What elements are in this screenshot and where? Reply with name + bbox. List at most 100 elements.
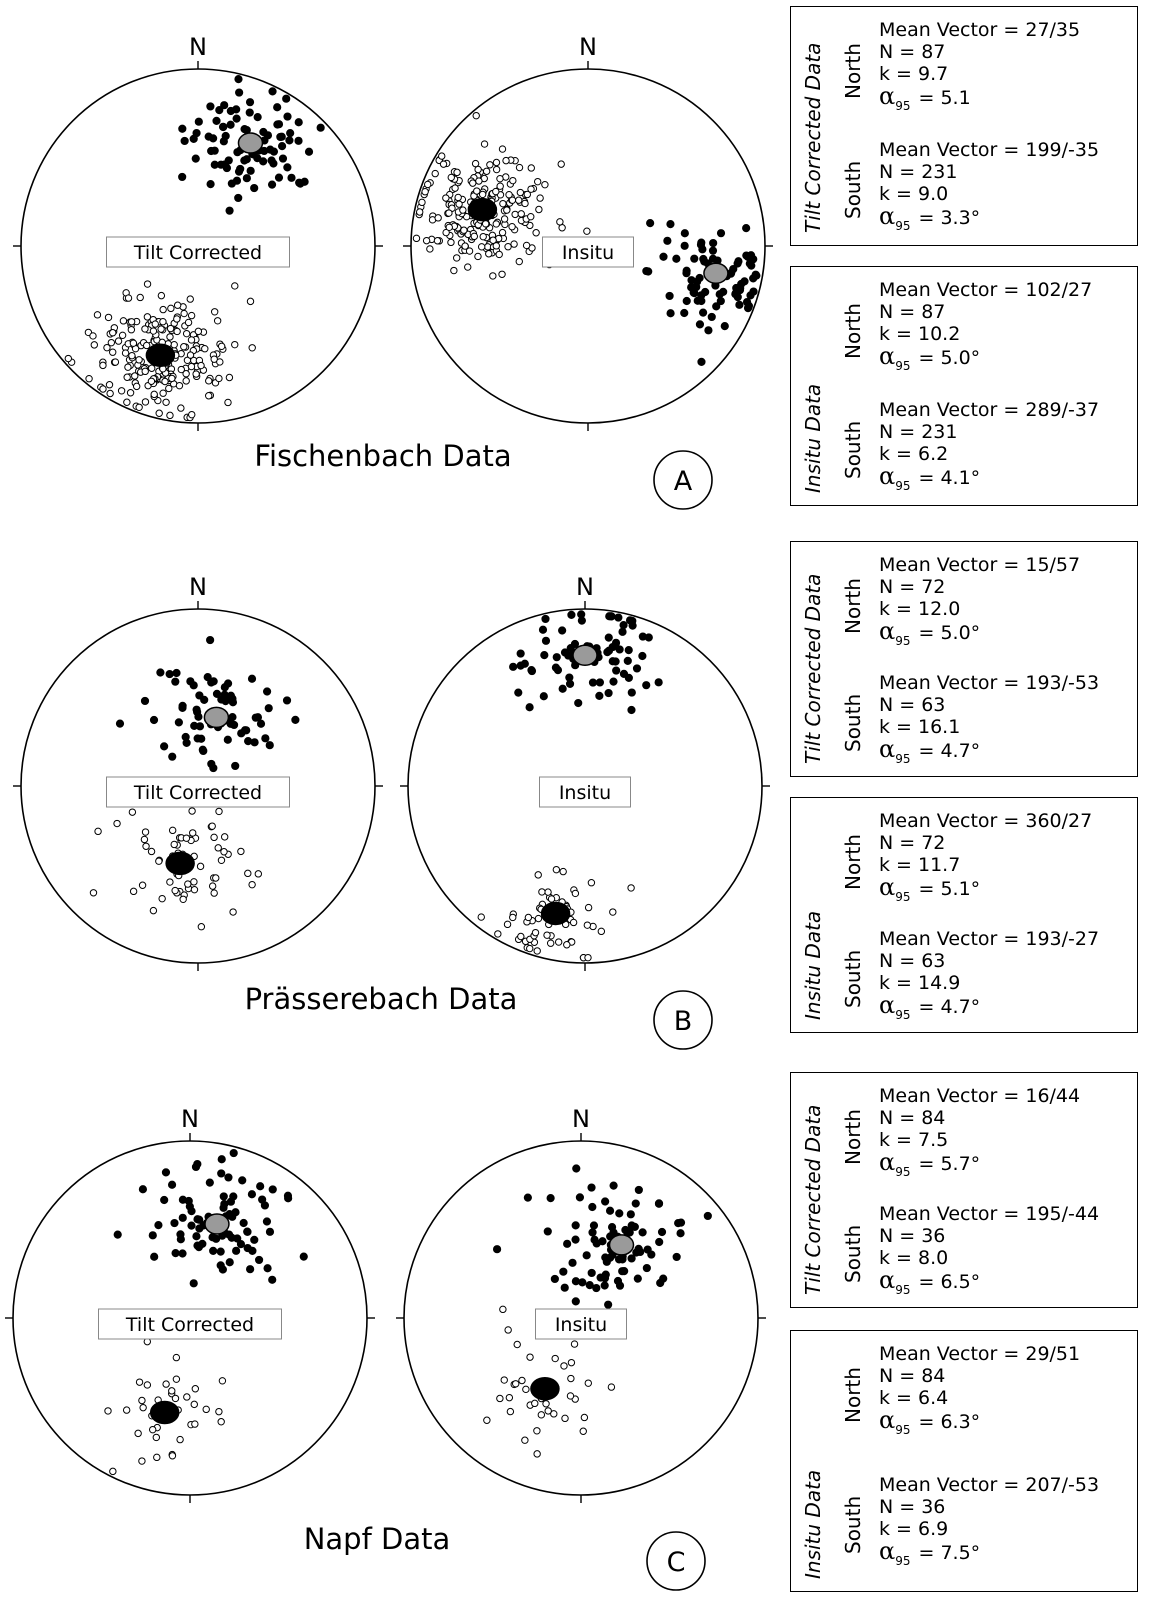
stat-mean: Mean Vector = 29/51 bbox=[879, 1343, 1081, 1365]
data-point-open bbox=[536, 194, 544, 202]
data-point-open bbox=[492, 220, 500, 228]
data-point-filled bbox=[209, 134, 218, 143]
mean-ellipse-south bbox=[467, 197, 498, 222]
data-point-open bbox=[477, 243, 486, 251]
data-point-open bbox=[499, 199, 507, 208]
data-point-filled bbox=[191, 1162, 201, 1172]
data-point-filled bbox=[516, 649, 525, 658]
data-point-open bbox=[518, 1376, 526, 1385]
data-point-open bbox=[503, 920, 512, 929]
data-point-open bbox=[182, 377, 190, 385]
data-point-open bbox=[422, 236, 431, 245]
data-point-open bbox=[517, 210, 525, 218]
data-point-open bbox=[94, 827, 102, 836]
stat-box-title: Insitu Data bbox=[801, 1469, 825, 1579]
data-point-filled bbox=[595, 678, 604, 687]
data-point-filled bbox=[560, 1283, 569, 1292]
data-point-filled bbox=[115, 719, 125, 728]
data-point-filled bbox=[296, 179, 305, 188]
stat-mean: Mean Vector = 102/27 bbox=[879, 279, 1093, 301]
data-point-filled bbox=[206, 102, 215, 111]
data-point-filled bbox=[209, 1246, 218, 1255]
data-point-filled bbox=[178, 124, 187, 133]
data-point-filled bbox=[226, 120, 235, 129]
data-point-open bbox=[523, 190, 531, 199]
data-point-open bbox=[215, 807, 223, 816]
data-point-filled bbox=[242, 174, 251, 183]
stereonet-a-insitu: N Insitu bbox=[403, 33, 773, 431]
data-point-filled bbox=[161, 1168, 171, 1177]
hemisphere-label: South bbox=[841, 1495, 865, 1554]
data-point-filled bbox=[575, 1193, 585, 1202]
data-point-filled bbox=[623, 656, 632, 665]
stat-alpha95: α95 = 6.3° bbox=[879, 1406, 981, 1437]
data-point-filled bbox=[582, 1251, 591, 1260]
data-point-filled bbox=[707, 312, 716, 322]
data-point-filled bbox=[604, 646, 614, 655]
data-point-filled bbox=[242, 155, 251, 164]
data-point-open bbox=[168, 374, 176, 383]
data-point-open bbox=[117, 387, 126, 395]
data-point-open bbox=[482, 167, 491, 175]
data-point-open bbox=[126, 389, 135, 397]
data-point-open bbox=[186, 295, 194, 303]
data-point-filled bbox=[551, 663, 561, 672]
data-point-open bbox=[89, 889, 98, 897]
data-point-filled bbox=[171, 677, 180, 686]
data-point-open bbox=[418, 198, 426, 207]
data-point-open bbox=[498, 270, 506, 278]
stat-k: k = 8.0 bbox=[879, 1247, 949, 1269]
data-point-open bbox=[167, 304, 175, 313]
data-point-filled bbox=[697, 357, 706, 366]
data-point-open bbox=[147, 847, 156, 856]
data-point-open bbox=[504, 1326, 512, 1334]
data-point-open bbox=[99, 385, 107, 393]
data-point-open bbox=[142, 341, 151, 350]
data-point-filled bbox=[609, 1181, 618, 1190]
data-point-filled bbox=[250, 183, 259, 193]
data-point-open bbox=[215, 1407, 223, 1416]
data-point-filled bbox=[612, 666, 621, 675]
data-point-open bbox=[180, 309, 188, 318]
data-point-filled bbox=[227, 179, 236, 188]
data-point-open bbox=[217, 1418, 225, 1426]
data-point-open bbox=[135, 403, 143, 411]
data-point-filled bbox=[559, 1267, 568, 1276]
data-point-filled bbox=[242, 726, 251, 735]
data-point-filled bbox=[262, 687, 272, 696]
data-point-filled bbox=[273, 103, 282, 112]
data-point-filled bbox=[624, 673, 633, 682]
data-point-open bbox=[607, 1383, 616, 1391]
data-point-filled bbox=[269, 147, 279, 156]
data-point-filled bbox=[256, 719, 266, 728]
data-point-filled bbox=[571, 1297, 580, 1306]
data-point-open bbox=[563, 941, 571, 949]
data-point-open bbox=[431, 169, 439, 178]
data-point-open bbox=[442, 194, 450, 202]
data-point-filled bbox=[654, 1199, 664, 1208]
data-point-open bbox=[161, 377, 169, 386]
mean-ellipse-south bbox=[149, 1400, 180, 1425]
data-point-filled bbox=[699, 308, 708, 317]
stat-k: k = 11.7 bbox=[879, 854, 961, 876]
data-point-filled bbox=[720, 321, 729, 331]
data-point-open bbox=[556, 218, 564, 226]
data-point-open bbox=[478, 190, 487, 199]
data-point-open bbox=[220, 848, 228, 856]
data-point-filled bbox=[618, 1255, 627, 1264]
data-point-filled bbox=[541, 614, 550, 624]
stat-alpha95: α95 = 5.1° bbox=[879, 873, 981, 904]
data-point-filled bbox=[245, 98, 255, 107]
data-point-filled bbox=[304, 147, 314, 156]
net-label-box bbox=[98, 1308, 282, 1340]
data-point-open bbox=[494, 930, 502, 938]
data-point-open bbox=[515, 196, 523, 204]
data-point-filled bbox=[219, 1192, 228, 1201]
data-point-filled bbox=[268, 1185, 277, 1194]
data-point-filled bbox=[601, 1270, 610, 1279]
data-point-filled bbox=[680, 229, 689, 238]
data-point-open bbox=[492, 187, 500, 196]
panel-letter: A bbox=[674, 466, 693, 497]
data-point-filled bbox=[172, 668, 181, 678]
